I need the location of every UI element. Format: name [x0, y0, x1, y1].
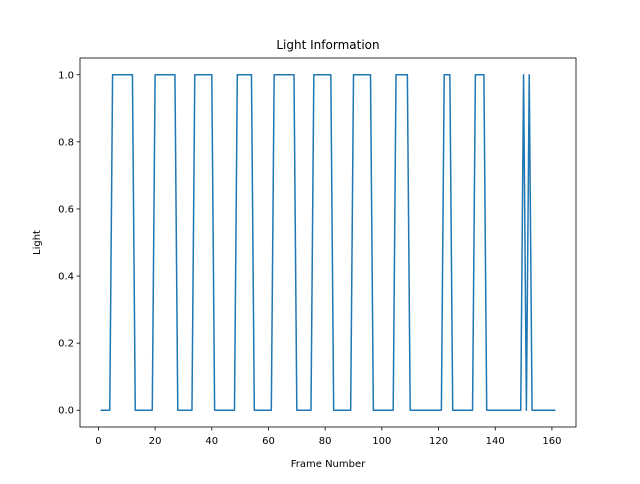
- y-tick-label: 0.0: [58, 406, 74, 417]
- light-series-line: [100, 74, 556, 411]
- x-axis-ticks: 0 20 40 60 80 100 120 140 160: [95, 427, 561, 447]
- x-tick-label: 20: [149, 436, 162, 447]
- plot-background: [80, 58, 576, 427]
- x-axis-label: Frame Number: [291, 459, 366, 470]
- series-layer: [100, 74, 556, 411]
- x-tick-label: 60: [262, 436, 275, 447]
- chart-title: Light Information: [276, 38, 379, 52]
- x-tick-label: 40: [205, 436, 218, 447]
- plot-frame: [79, 57, 577, 428]
- x-tick-label: 120: [429, 436, 448, 447]
- y-axis-ticks: 0.0 0.2 0.4 0.6 0.8 1.0: [58, 70, 80, 417]
- y-tick-label: 0.8: [58, 137, 74, 148]
- y-tick-label: 1.0: [58, 70, 74, 81]
- x-tick-label: 80: [319, 436, 332, 447]
- y-axis-label: Light: [32, 230, 43, 255]
- x-tick-label: 140: [486, 436, 505, 447]
- y-tick-label: 0.4: [58, 272, 74, 283]
- x-tick-label: 0: [95, 436, 101, 447]
- x-tick-label: 100: [372, 436, 391, 447]
- y-tick-label: 0.6: [58, 204, 74, 215]
- x-tick-label: 160: [542, 436, 561, 447]
- y-tick-label: 0.2: [58, 339, 74, 350]
- plot-area: 0 20 40 60 80 100 120 140 160 0.0 0.2 0.4 0.6 0.8 1.0: [58, 57, 577, 447]
